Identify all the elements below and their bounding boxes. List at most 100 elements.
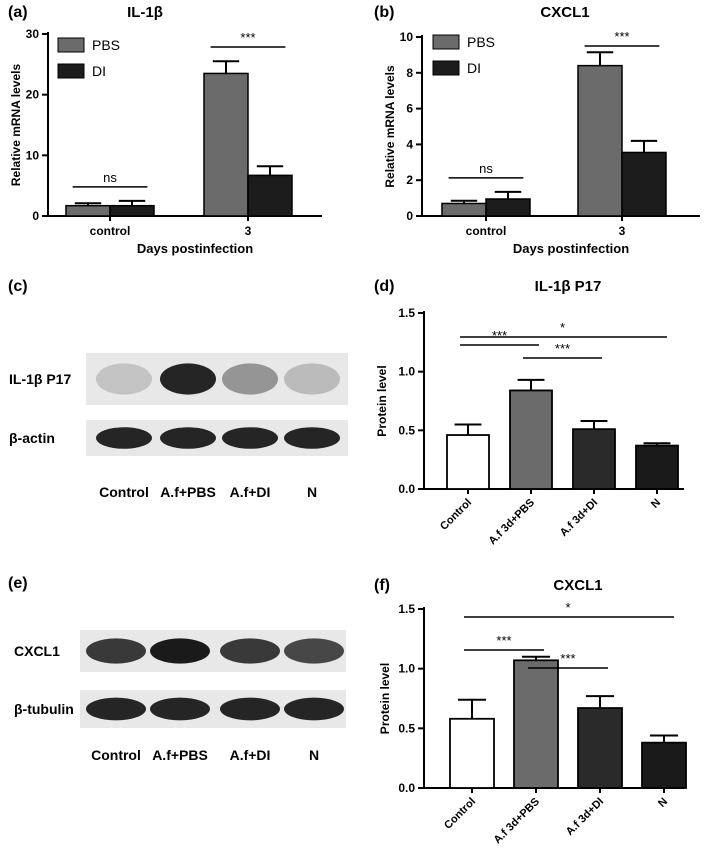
blot-band (222, 427, 278, 449)
comparison-label: * (560, 320, 565, 335)
bar-pbs (577, 64, 623, 217)
bar-di (247, 174, 293, 217)
bar-pbs (441, 202, 487, 217)
x-tick-label: N (649, 497, 663, 511)
significance-label: *** (240, 30, 255, 45)
x-tick-label: 3 (619, 224, 626, 238)
bar-2 (572, 428, 616, 490)
legend-label-di: DI (467, 60, 481, 76)
legend-label-pbs: PBS (92, 37, 120, 53)
y-tick-label: 2 (406, 173, 413, 187)
bar-3 (635, 444, 679, 490)
chart-title: IL-1β P17 (535, 278, 602, 295)
comparison-label: *** (496, 633, 511, 648)
chart-title: IL-1β (127, 4, 163, 21)
blot-lane-label: A.f+DI (230, 484, 271, 500)
bar-di (109, 204, 155, 217)
y-axis-label: Relative mRNA levels (9, 64, 23, 187)
panel-label: (d) (374, 278, 394, 295)
bar-di (621, 151, 667, 217)
comparison-label: *** (492, 328, 507, 343)
y-tick-label: 0.0 (398, 482, 415, 496)
significance-label: ns (103, 170, 117, 185)
blot-band (86, 638, 146, 664)
blot-band (86, 697, 146, 721)
chart-title: CXCL1 (553, 577, 602, 594)
blot-row-label: β-actin (9, 430, 55, 446)
panel-label: (f) (374, 577, 390, 594)
comparison-label: *** (560, 651, 575, 666)
blot-lane-label: A.f+PBS (152, 747, 208, 763)
blot-band (150, 638, 210, 664)
y-tick-label: 1.5 (398, 306, 415, 320)
blot-band (160, 427, 216, 449)
bar-3 (641, 741, 687, 789)
blot-band (284, 697, 344, 721)
y-tick-label: 0.0 (398, 781, 415, 795)
y-tick-label: 1.5 (398, 602, 415, 616)
y-tick-label: 1.0 (398, 662, 415, 676)
y-tick-label: 10 (26, 148, 40, 162)
blot-row-label: β-tubulin (14, 701, 74, 717)
panel-label: (b) (374, 4, 394, 21)
blot-band (160, 363, 216, 395)
y-tick-label: 4 (406, 137, 413, 151)
blot-lane-label: N (307, 484, 317, 500)
legend-swatch-di (57, 63, 85, 79)
x-axis-label: Days postinfection (513, 241, 629, 256)
blot-band (284, 427, 340, 449)
blot-band (220, 638, 280, 664)
legend-label-di: DI (92, 63, 106, 79)
y-tick-label: 20 (26, 88, 40, 102)
y-tick-label: 1.0 (398, 365, 415, 379)
y-tick-label: 30 (26, 27, 40, 41)
chart-title: CXCL1 (540, 4, 589, 21)
blot-band (96, 427, 152, 449)
blot-lane-label: N (309, 747, 319, 763)
y-axis-label: Relative mRNA levels (383, 65, 397, 188)
y-tick-label: 0 (32, 209, 39, 223)
bar-0 (449, 717, 495, 789)
bar-0 (446, 434, 490, 490)
bar-pbs (65, 204, 111, 217)
x-axis-label: Days postinfection (137, 241, 253, 256)
legend-swatch-pbs (57, 37, 85, 53)
blot-band (150, 697, 210, 721)
y-tick-label: 0.5 (398, 721, 415, 735)
bar-1 (509, 389, 553, 490)
x-tick-label: N (656, 796, 670, 810)
significance-label: *** (614, 29, 629, 44)
blot-row-label: IL-1β P17 (9, 371, 71, 387)
y-axis-label: Protein level (378, 663, 392, 734)
x-tick-label: Control (438, 497, 474, 533)
bar-1 (513, 659, 559, 789)
significance-label: ns (479, 161, 493, 176)
blot-row-label: CXCL1 (14, 643, 60, 659)
y-tick-label: 8 (406, 66, 413, 80)
x-tick-label: A.f 3d+DI (558, 497, 600, 539)
blot-band (96, 363, 152, 395)
comparison-label: *** (555, 341, 570, 356)
blot-band (284, 638, 344, 664)
panel-label: (c) (8, 278, 28, 295)
x-tick-label: Control (442, 796, 478, 832)
bar-pbs (203, 72, 249, 217)
blot-lane-label: A.f+PBS (160, 484, 216, 500)
bar-di (485, 198, 531, 217)
x-tick-label: A.f 3d+PBS (491, 796, 542, 847)
y-tick-label: 0.5 (398, 423, 415, 437)
blot-band (222, 363, 278, 395)
x-tick-label: A.f 3d+PBS (486, 497, 537, 548)
y-tick-label: 10 (400, 30, 414, 44)
x-tick-label: A.f 3d+DI (564, 796, 606, 838)
blot-lane-label: Control (99, 484, 149, 500)
panel-label: (e) (8, 575, 28, 592)
blot-lane-label: Control (91, 747, 141, 763)
panel-label: (a) (8, 4, 28, 21)
y-tick-label: 6 (406, 102, 413, 116)
legend-swatch-di (432, 60, 460, 76)
blot-lane-label: A.f+DI (230, 747, 271, 763)
y-tick-label: 0 (406, 209, 413, 223)
